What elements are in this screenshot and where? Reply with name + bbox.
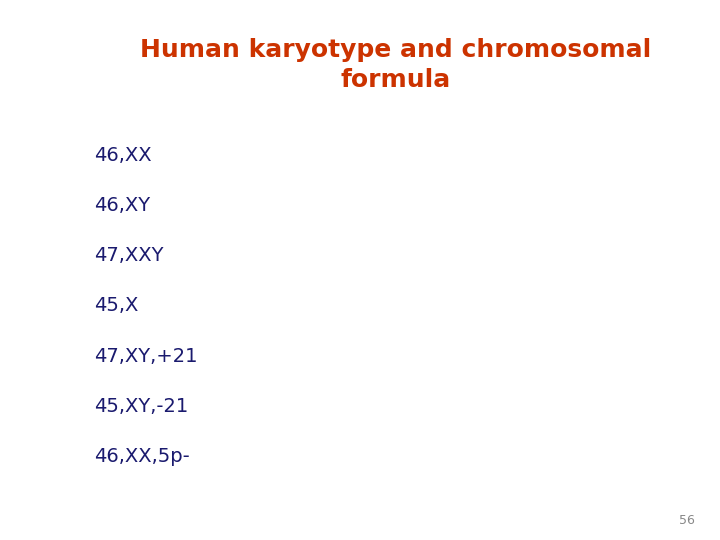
Text: 46,XX: 46,XX	[94, 146, 151, 165]
Text: 45,X: 45,X	[94, 296, 138, 315]
Text: Human karyotype and chromosomal
formula: Human karyotype and chromosomal formula	[140, 38, 652, 92]
Text: 47,XY,+21: 47,XY,+21	[94, 347, 197, 366]
Text: 47,XXY: 47,XXY	[94, 246, 163, 265]
Text: 45,XY,-21: 45,XY,-21	[94, 397, 188, 416]
Text: 46,XY: 46,XY	[94, 196, 150, 215]
Text: 56: 56	[679, 514, 695, 526]
Text: 46,XX,5p-: 46,XX,5p-	[94, 447, 189, 466]
